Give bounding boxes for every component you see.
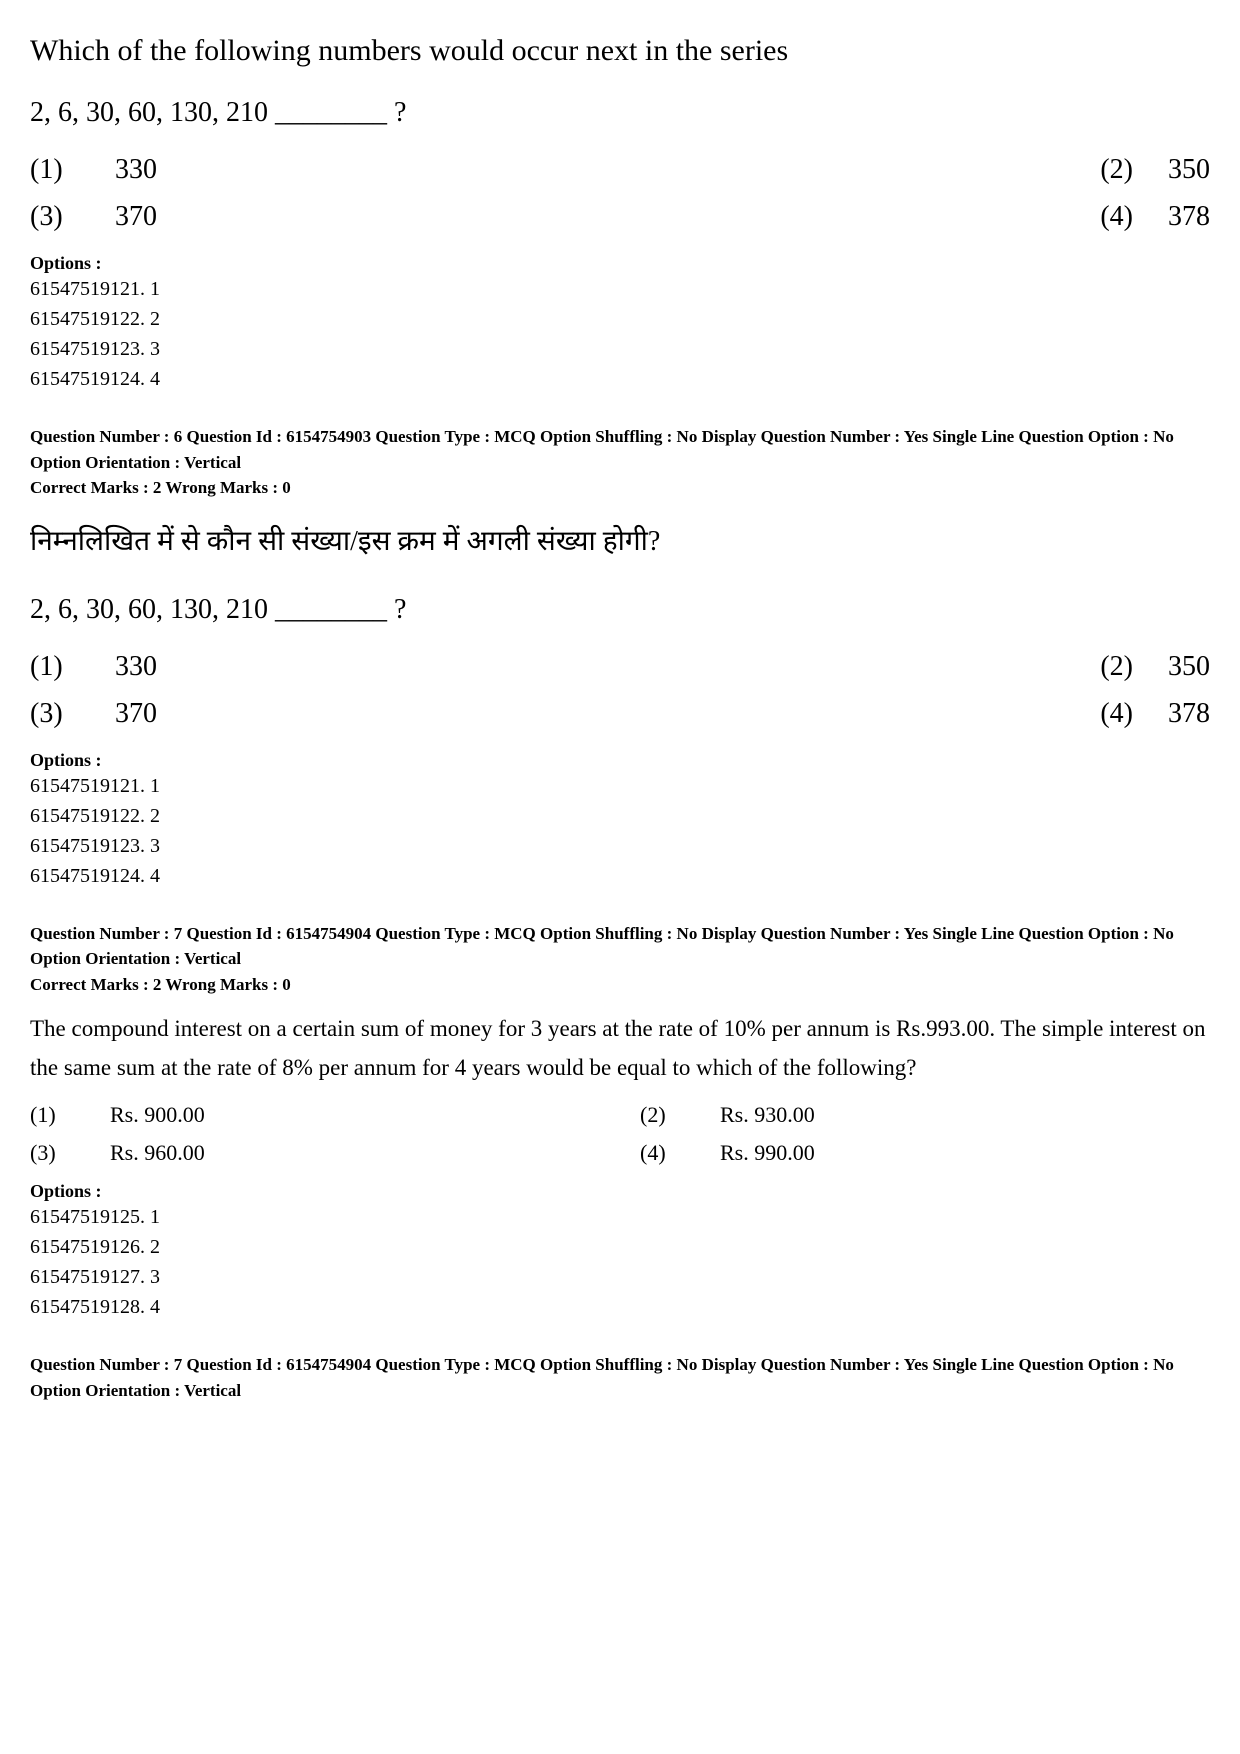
question-meta: Question Number : 7 Question Id : 615475… [30, 1352, 1210, 1403]
answer-num: (2) [640, 1102, 690, 1128]
answer-num: (4) [1083, 698, 1133, 730]
answer-val: Rs. 960.00 [110, 1140, 205, 1166]
answer-val: Rs. 990.00 [720, 1140, 815, 1166]
series-text: 2, 6, 30, 60, 130, 210 ________ ? [30, 97, 1210, 129]
option-2: 61547519122. 2 [30, 304, 1210, 334]
answer-val: Rs. 900.00 [110, 1102, 205, 1128]
option-4: 61547519124. 4 [30, 861, 1210, 891]
answer-1: (1) Rs. 900.00 [30, 1102, 600, 1128]
answer-val: 378 [1168, 698, 1210, 730]
option-1: 61547519125. 1 [30, 1202, 1210, 1232]
answer-num: (3) [30, 698, 80, 730]
answer-num: (1) [30, 154, 80, 186]
options-label: Options : [30, 253, 1210, 274]
option-2: 61547519126. 2 [30, 1232, 1210, 1262]
question-meta: Question Number : 7 Question Id : 615475… [30, 921, 1210, 972]
question-block-6: Question Number : 6 Question Id : 615475… [30, 424, 1210, 891]
answer-val: Rs. 930.00 [720, 1102, 815, 1128]
answer-val: 350 [1168, 154, 1210, 186]
question-block-7: Question Number : 7 Question Id : 615475… [30, 921, 1210, 1323]
answer-num: (3) [30, 1140, 80, 1166]
answer-num: (1) [30, 651, 80, 683]
question-stem-hindi: निम्नलिखित में से कौन सी संख्या/इस क्रम … [30, 521, 1210, 559]
answer-3: (3) Rs. 960.00 [30, 1140, 600, 1166]
question-stem: Which of the following numbers would occ… [30, 30, 1210, 72]
answer-val: 378 [1168, 201, 1210, 233]
answer-num: (1) [30, 1102, 80, 1128]
answer-val: 370 [115, 698, 157, 730]
answer-4: (4) Rs. 990.00 [640, 1140, 1210, 1166]
answer-grid: (1) Rs. 900.00 (2) Rs. 930.00 (3) Rs. 96… [30, 1102, 1210, 1166]
option-4: 61547519128. 4 [30, 1292, 1210, 1322]
answer-grid: (1) 330 (2) 350 (3) 370 (4) 378 [30, 651, 1210, 730]
option-3: 61547519127. 3 [30, 1262, 1210, 1292]
answer-num: (3) [30, 201, 80, 233]
question-block-7-repeat: Question Number : 7 Question Id : 615475… [30, 1352, 1210, 1403]
question-block-5: Which of the following numbers would occ… [30, 30, 1210, 394]
question-stem: The compound interest on a certain sum o… [30, 1009, 1210, 1087]
answer-2: (2) Rs. 930.00 [640, 1102, 1210, 1128]
answer-num: (4) [640, 1140, 690, 1166]
answer-val: 350 [1168, 651, 1210, 683]
question-meta: Question Number : 6 Question Id : 615475… [30, 424, 1210, 475]
option-2: 61547519122. 2 [30, 801, 1210, 831]
answer-val: 370 [115, 201, 157, 233]
answer-num: (4) [1083, 201, 1133, 233]
answer-4: (4) 378 [1083, 698, 1210, 730]
answer-val: 330 [115, 651, 157, 683]
answer-3: (3) 370 [30, 201, 600, 233]
options-label: Options : [30, 1181, 1210, 1202]
question-marks: Correct Marks : 2 Wrong Marks : 0 [30, 972, 1210, 998]
answer-1: (1) 330 [30, 154, 600, 186]
answer-1: (1) 330 [30, 651, 600, 683]
option-3: 61547519123. 3 [30, 831, 1210, 861]
answer-num: (2) [1083, 154, 1133, 186]
answer-grid: (1) 330 (2) 350 (3) 370 (4) 378 [30, 154, 1210, 233]
answer-4: (4) 378 [1083, 201, 1210, 233]
question-marks: Correct Marks : 2 Wrong Marks : 0 [30, 475, 1210, 501]
answer-2: (2) 350 [1083, 651, 1210, 683]
option-1: 61547519121. 1 [30, 771, 1210, 801]
option-4: 61547519124. 4 [30, 364, 1210, 394]
options-label: Options : [30, 750, 1210, 771]
option-1: 61547519121. 1 [30, 274, 1210, 304]
series-text: 2, 6, 30, 60, 130, 210 ________ ? [30, 594, 1210, 626]
answer-num: (2) [1083, 651, 1133, 683]
answer-2: (2) 350 [1083, 154, 1210, 186]
answer-3: (3) 370 [30, 698, 600, 730]
answer-val: 330 [115, 154, 157, 186]
option-3: 61547519123. 3 [30, 334, 1210, 364]
